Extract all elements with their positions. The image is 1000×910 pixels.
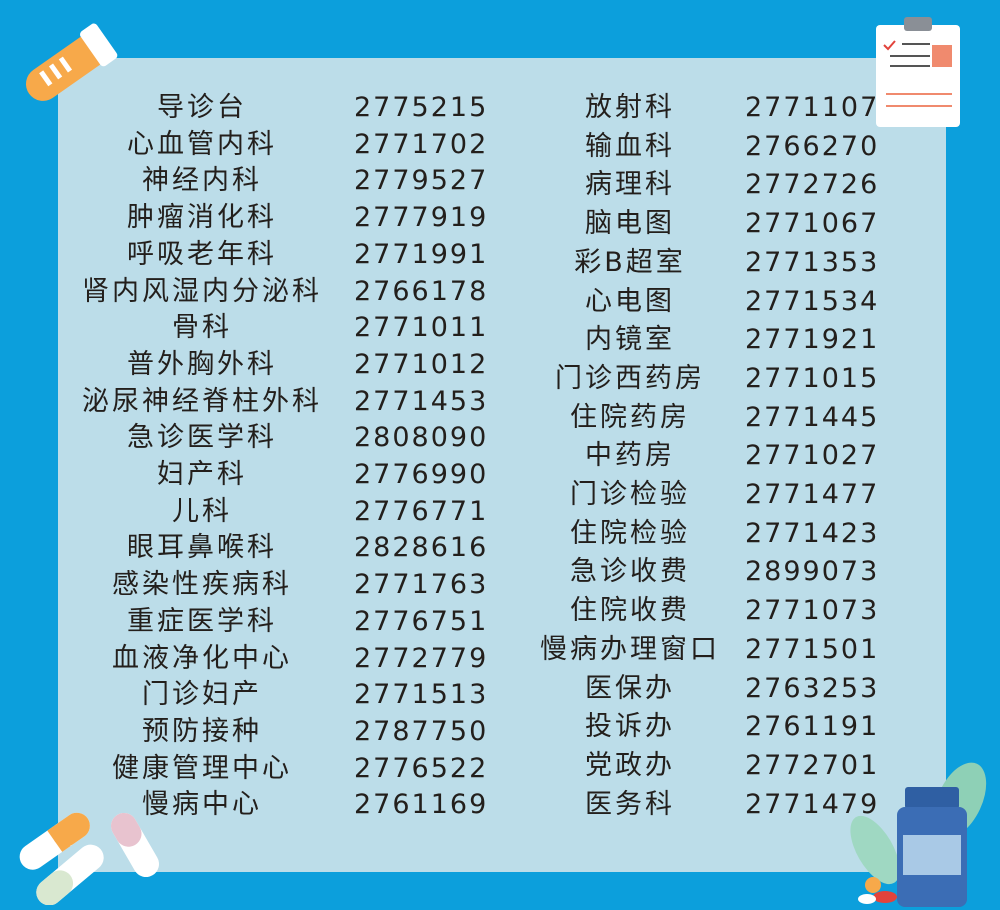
phone-number: 2771534 — [745, 285, 880, 317]
phone-number: 2776751 — [354, 605, 489, 637]
phone-number: 2772701 — [745, 749, 880, 781]
phone-number: 2787750 — [354, 715, 489, 747]
phone-number: 2771702 — [354, 128, 489, 160]
phone-number: 2771015 — [745, 362, 880, 394]
department-name: 门诊检验 — [570, 479, 690, 510]
department-name: 投诉办 — [585, 711, 675, 743]
department-name: 儿科 — [172, 495, 232, 527]
department-name: 住院收费 — [570, 595, 690, 627]
phone-number: 2771501 — [745, 633, 880, 665]
department-name: 感染性疾病科 — [112, 569, 292, 601]
department-name: 骨科 — [172, 312, 232, 344]
phone-number: 2772779 — [354, 642, 489, 674]
phone-number: 2808090 — [354, 422, 489, 454]
department-name: 肾内风湿内分泌科 — [82, 275, 322, 307]
phone-number: 2828616 — [354, 532, 489, 564]
phone-number: 2771067 — [745, 208, 880, 240]
department-name: 脑电图 — [585, 208, 675, 240]
phone-number: 2776522 — [354, 752, 489, 784]
phone-number: 2766178 — [354, 275, 489, 307]
department-name: 医保办 — [585, 672, 675, 704]
phone-number: 2771011 — [354, 312, 489, 344]
phone-number: 2766270 — [745, 130, 880, 162]
department-name: 输血科 — [585, 130, 675, 162]
phone-number: 2777919 — [354, 202, 489, 234]
department-name: 心血管内科 — [127, 128, 277, 160]
phone-number: 2771477 — [745, 479, 880, 510]
department-name: 放射科 — [585, 92, 675, 123]
department-name: 重症医学科 — [127, 605, 277, 637]
department-name: 预防接种 — [142, 715, 262, 747]
department-name: 泌尿神经脊柱外科 — [82, 385, 322, 417]
department-name: 中药房 — [585, 440, 675, 472]
department-name: 彩B超室 — [574, 246, 686, 278]
phone-number: 2771423 — [745, 517, 880, 549]
department-name: 眼耳鼻喉科 — [127, 532, 277, 564]
department-name: 门诊妇产 — [142, 679, 262, 711]
medicine-bottle-icon — [858, 787, 967, 907]
phone-number: 2771513 — [354, 679, 489, 711]
phone-number: 2776990 — [354, 459, 489, 490]
phone-number: 2771921 — [745, 324, 880, 356]
phone-number: 2771107 — [745, 92, 880, 123]
directory-panel — [58, 58, 946, 872]
pills-icon — [19, 812, 159, 905]
department-name: 心电图 — [585, 285, 675, 317]
department-name: 导诊台 — [157, 92, 247, 123]
phone-number: 2771991 — [354, 238, 489, 270]
phone-number: 2776771 — [354, 495, 489, 527]
phone-number: 2771479 — [745, 788, 880, 820]
phone-number: 2763253 — [745, 672, 880, 704]
phone-number: 2771353 — [745, 246, 880, 278]
phone-number: 2761169 — [354, 789, 489, 821]
department-name: 呼吸老年科 — [127, 238, 277, 270]
department-name: 急诊医学科 — [127, 422, 277, 454]
phone-number: 2772726 — [745, 169, 880, 201]
phone-number: 2761191 — [745, 711, 880, 743]
department-name: 妇产科 — [157, 459, 247, 490]
phone-number: 2771445 — [745, 401, 880, 433]
phone-number: 2771073 — [745, 595, 880, 627]
department-name: 急诊收费 — [570, 556, 690, 588]
department-name: 慢病中心 — [142, 789, 262, 821]
phone-number: 2775215 — [354, 92, 489, 123]
department-name: 党政办 — [585, 749, 675, 781]
phone-number: 2771453 — [354, 385, 489, 417]
test-tube-icon — [25, 23, 118, 101]
clipboard-icon — [876, 17, 960, 127]
department-name: 慢病办理窗口 — [540, 633, 720, 665]
phone-number: 2899073 — [745, 556, 880, 588]
department-name: 健康管理中心 — [112, 752, 292, 784]
department-name: 门诊西药房 — [555, 362, 705, 394]
department-name: 普外胸外科 — [127, 348, 277, 380]
phone-number: 2771763 — [354, 569, 489, 601]
phone-number: 2771027 — [745, 440, 880, 472]
department-name: 神经内科 — [142, 165, 262, 197]
department-name: 肿瘤消化科 — [127, 202, 277, 234]
department-name: 内镜室 — [585, 324, 675, 356]
department-name: 病理科 — [585, 169, 675, 201]
department-name: 住院检验 — [570, 517, 690, 549]
phone-number: 2771012 — [354, 348, 489, 380]
department-name: 住院药房 — [570, 401, 690, 433]
department-name: 血液净化中心 — [112, 642, 292, 674]
department-name: 医务科 — [585, 788, 675, 820]
phone-number: 2779527 — [354, 165, 489, 197]
